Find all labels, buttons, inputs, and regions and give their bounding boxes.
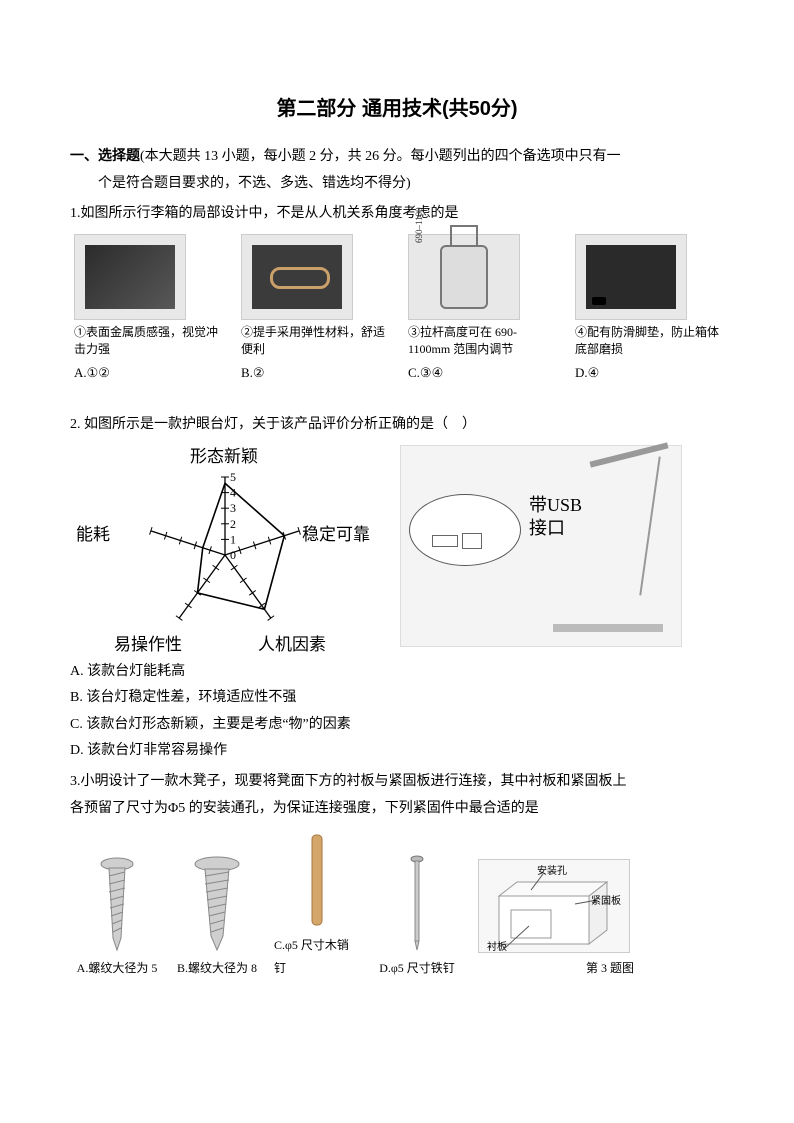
svg-text:0: 0	[230, 548, 236, 562]
q2-lamp-image: 带USB 接口	[400, 445, 682, 647]
page-title: 第二部分 通用技术(共50分)	[70, 90, 724, 128]
q2-choice-d: D. 该款台灯非常容易操作	[70, 738, 724, 765]
q3-figure: 安装孔 紧固板 衬板 第 3 题图	[474, 859, 634, 980]
section-desc2: 个是符合题目要求的，不选、多选、错选均不得分)	[70, 171, 724, 198]
q2-stem: 2. 如图所示是一款护眼台灯，关于该产品评价分析正确的是（ ）	[70, 412, 724, 439]
q1-cap-1: ①表面金属质感强，视觉冲击力强	[74, 324, 223, 358]
q1-option-3: 690–1100 ③拉杆高度可在 690-1100mm 范围内调节	[408, 234, 557, 358]
q3-opt-a-col: A.螺纹大径为 5	[74, 853, 160, 980]
q3-opt-a: A.螺纹大径为 5	[77, 957, 158, 980]
q3-opt-d-col: D.φ5 尺寸铁钉	[374, 853, 460, 980]
usb-callout-circle	[409, 494, 521, 566]
dowel-icon	[282, 830, 352, 930]
axis-label-0: 形态新颖	[190, 441, 258, 473]
q2-choices: A. 该款台灯能耗高 B. 该台灯稳定性差，环境适应性不强 C. 该款台灯形态新…	[70, 659, 724, 765]
axis-label-4: 能耗	[76, 519, 110, 551]
fig-label-c: 衬板	[487, 938, 507, 957]
section-desc1: (本大题共 13 小题，每小题 2 分，共 26 分。每小题列出的四个备选项中只…	[140, 149, 621, 164]
q3-fig-caption: 第 3 题图	[474, 957, 634, 980]
q1-img-3: 690–1100	[408, 234, 520, 320]
q2-choice-c: C. 该款台灯形态新颖，主要是考虑“物”的因素	[70, 712, 724, 739]
q3-opt-b: B.螺纹大径为 8	[177, 957, 257, 980]
svg-text:1: 1	[230, 532, 236, 546]
usb-label: 带USB 接口	[529, 494, 582, 541]
screw-a-icon	[82, 853, 152, 953]
nail-icon	[382, 853, 452, 953]
svg-text:3: 3	[230, 501, 236, 515]
q1-ruler: 690–1100	[413, 207, 426, 243]
q2-radar-chart: 012345 形态新颖 稳定可靠 人机因素 易操作性 能耗	[70, 445, 380, 655]
q1-img-2	[241, 234, 353, 320]
svg-text:2: 2	[230, 516, 236, 530]
section-bold: 一、选择题	[70, 147, 140, 163]
q3-stem2: 各预留了尺寸为Φ5 的安装通孔，为保证连接强度，下列紧固件中最合适的是	[70, 796, 724, 823]
q1-img-1	[74, 234, 186, 320]
q3-figure-box: 安装孔 紧固板 衬板	[478, 859, 630, 953]
screw-b-icon	[182, 853, 252, 953]
fig-label-b: 紧固板	[591, 892, 621, 911]
lamp-base	[553, 624, 663, 632]
q1-opt-b: B.②	[241, 361, 390, 386]
q1-answer-options: A.①② B.② C.③④ D.④	[70, 361, 724, 386]
axis-label-2: 人机因素	[258, 629, 326, 661]
section-instructions: 一、选择题(本大题共 13 小题，每小题 2 分，共 26 分。每小题列出的四个…	[70, 142, 724, 197]
q1-option-2: ②提手采用弹性材料，舒适便利	[241, 234, 390, 358]
q1-stem: 1.如图所示行李箱的局部设计中，不是从人机关系角度考虑的是	[70, 201, 724, 228]
q1-cap-4: ④配有防滑脚垫，防止箱体底部磨损	[575, 324, 724, 358]
q3-opt-c-col: C.φ5 尺寸木销钉	[274, 830, 360, 980]
lamp-arm	[639, 456, 660, 595]
axis-label-3: 易操作性	[114, 629, 182, 661]
q1-img-4	[575, 234, 687, 320]
q3-option-row: A.螺纹大径为 5 B.螺纹大径为 8 C.φ5 尺寸木销钉 D.φ5 尺寸铁钉	[70, 830, 724, 980]
q3-opt-c: C.φ5 尺寸木销钉	[274, 934, 360, 980]
q1-option-4: ④配有防滑脚垫，防止箱体底部磨损	[575, 234, 724, 358]
q2-choice-b: B. 该台灯稳定性差，环境适应性不强	[70, 685, 724, 712]
q1-image-row: ①表面金属质感强，视觉冲击力强 ②提手采用弹性材料，舒适便利 690–1100 …	[70, 234, 724, 358]
q3-opt-d: D.φ5 尺寸铁钉	[379, 957, 455, 980]
q3-stem1: 3.小明设计了一款木凳子，现要将凳面下方的衬板与紧固板进行连接，其中衬板和紧固板…	[70, 769, 724, 796]
q1-cap-3: ③拉杆高度可在 690-1100mm 范围内调节	[408, 324, 557, 358]
q1-cap-2: ②提手采用弹性材料，舒适便利	[241, 324, 390, 358]
q3-opt-b-col: B.螺纹大径为 8	[174, 853, 260, 980]
axis-label-1: 稳定可靠	[302, 519, 370, 551]
q1-option-1: ①表面金属质感强，视觉冲击力强	[74, 234, 223, 358]
q1-opt-a: A.①②	[74, 361, 223, 386]
q1-opt-c: C.③④	[408, 361, 557, 386]
q2-figure-row: 012345 形态新颖 稳定可靠 人机因素 易操作性 能耗 带USB 接口	[70, 445, 724, 655]
q1-opt-d: D.④	[575, 361, 724, 386]
fig-label-a: 安装孔	[537, 862, 567, 881]
q2-choice-a: A. 该款台灯能耗高	[70, 659, 724, 686]
